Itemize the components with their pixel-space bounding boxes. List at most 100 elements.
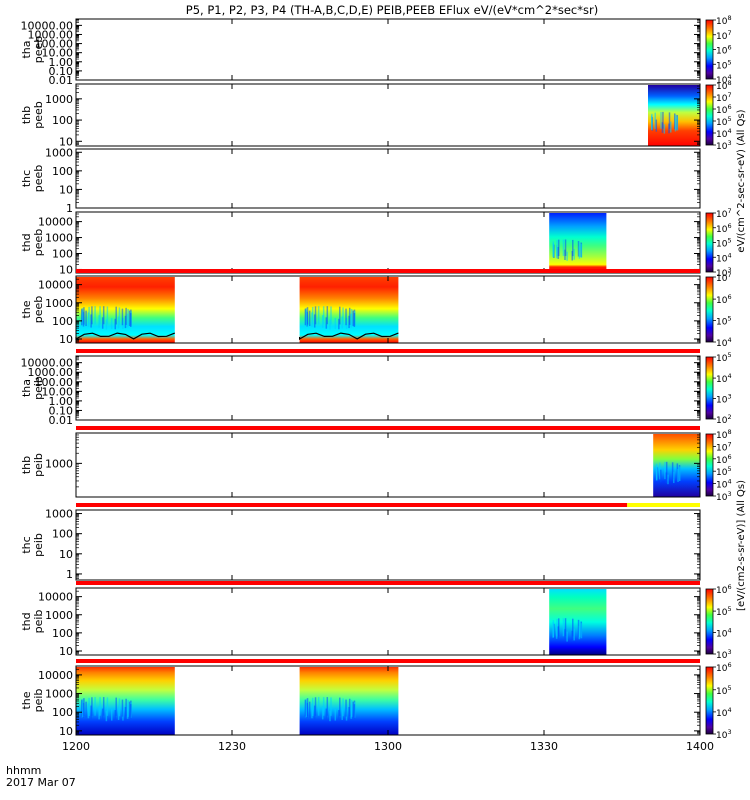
y-tick-label: 10	[59, 725, 73, 738]
y-tick-label: 10	[59, 333, 73, 346]
spectrogram-texture	[81, 308, 83, 326]
spectrogram-texture	[557, 618, 560, 637]
spectrogram-texture	[348, 315, 350, 329]
spectrogram-texture	[110, 318, 113, 330]
spectrogram-texture	[321, 315, 324, 328]
spectrogram-texture	[129, 313, 132, 327]
spectrogram-texture	[90, 705, 92, 720]
spectrogram-texture	[326, 306, 329, 325]
colorbar-tick-label: 104	[716, 372, 732, 385]
y-tick-label: 1000	[45, 93, 73, 106]
panel-label-probe: thb	[20, 456, 33, 474]
panel-frame	[75, 432, 701, 498]
spectrogram-texture	[83, 698, 85, 717]
colorbar-tick-label: 104	[716, 127, 732, 140]
panel-the-peeb: 10 100 1000 10000 the peeb 104 105 106 107	[20, 269, 732, 349]
panel-frame	[75, 148, 701, 209]
spectrogram-texture	[330, 306, 332, 325]
spectrogram-texture	[572, 618, 574, 637]
spectrogram-texture	[102, 697, 105, 716]
spectrogram-texture	[121, 308, 124, 326]
spectrogram-texture	[342, 307, 344, 325]
spectrogram-texture	[325, 317, 328, 329]
colorbar-tick-label: 105	[716, 315, 732, 328]
colorbar-tick-label: 107	[716, 271, 732, 284]
spectrogram-texture	[308, 310, 311, 327]
y-tick-label: 1000.00	[28, 28, 74, 41]
spectrogram-texture	[667, 474, 669, 485]
spectrogram-texture	[677, 469, 679, 482]
spectrogram-texture	[676, 116, 679, 131]
spectrogram-texture	[671, 462, 674, 480]
x-tick-label: 1330	[530, 740, 558, 753]
spectrogram-texture	[578, 242, 581, 257]
y-tick-label: 10000.00	[21, 19, 74, 32]
spectrogram-texture	[654, 112, 657, 129]
spectrogram-texture	[98, 706, 100, 720]
y-tick-label: 10	[59, 135, 73, 148]
y-tick-label: 1.00	[49, 56, 74, 69]
spectrogram-texture	[306, 307, 309, 325]
spectrogram-texture	[90, 314, 92, 328]
spectrogram-texture	[313, 314, 316, 328]
panel-label-product: peib	[32, 689, 45, 713]
spectrogram-texture	[99, 306, 101, 325]
y-tick-label: 1000	[45, 508, 73, 521]
spectrogram-texture	[311, 312, 313, 327]
spectrogram-texture	[342, 698, 344, 717]
y-tick-label: 1000.00	[28, 366, 74, 379]
colorbar-tick-label: 106	[716, 293, 732, 306]
panel-label-product: peib	[32, 453, 45, 477]
panel-label-product: peib	[32, 610, 45, 634]
colorbar-tick-label: 104	[716, 251, 732, 264]
spectrogram-texture	[659, 462, 661, 480]
spectrogram-texture	[562, 239, 565, 256]
spectrogram-texture	[655, 465, 658, 481]
y-tick-label: 10.00	[42, 47, 74, 60]
spectrogram-texture	[562, 618, 565, 637]
colorbar-tick-label: 107	[716, 91, 732, 104]
colorbar-tick-label: 106	[716, 583, 732, 596]
y-tick-label: 10	[59, 263, 73, 276]
x-tick-label: 1200	[62, 740, 90, 753]
spectrogram-texture	[317, 697, 320, 716]
spectrogram-texture	[665, 461, 668, 480]
panel-frame	[75, 83, 701, 147]
y-tick-label: 10	[59, 645, 73, 658]
colorbar-tick-label: 107	[716, 440, 732, 453]
y-tick-label: 10.00	[42, 385, 74, 398]
spectrogram-texture	[87, 703, 90, 719]
spectrogram-texture	[350, 309, 353, 326]
colorbar-tick-label: 103	[716, 266, 732, 279]
spectrogram-texture	[85, 701, 87, 718]
spectrogram-texture	[557, 239, 560, 256]
spectrogram-texture	[552, 243, 554, 258]
spectrogram-texture	[655, 119, 658, 132]
spectrogram-texture	[555, 245, 558, 259]
y-tick-label: 10000.00	[21, 357, 74, 370]
spectrogram-texture	[306, 698, 309, 717]
colorbar	[705, 356, 714, 420]
colorbar-tick-label: 103	[716, 648, 732, 661]
spectrogram-texture	[668, 123, 670, 134]
spectrogram-texture	[571, 250, 573, 261]
colorbar-tick-label: 105	[716, 605, 732, 618]
spectrogram-texture	[304, 308, 307, 326]
spectrogram-texture	[325, 708, 328, 721]
spectrogram-texture	[81, 699, 83, 717]
colorbar	[705, 666, 714, 735]
panel-thc-peeb: 1 10 100 1000 thc peeb	[20, 146, 701, 215]
spectrogram-texture	[129, 704, 132, 719]
y-tick-label: 10000	[38, 669, 73, 682]
spectrogram-texture	[650, 115, 653, 131]
spectrogram-texture	[572, 239, 574, 257]
spectrogram-texture	[339, 306, 341, 325]
spectrogram-texture	[552, 622, 554, 638]
colorbar-titles: eV/(cm^2-sec-sr-eV) (All Qs) [eV/(cm2-s-s…	[736, 109, 747, 611]
spectrogram-texture	[352, 701, 354, 718]
spectrogram-texture	[124, 315, 127, 329]
panel-frame	[75, 509, 701, 581]
colorbar	[705, 433, 714, 497]
